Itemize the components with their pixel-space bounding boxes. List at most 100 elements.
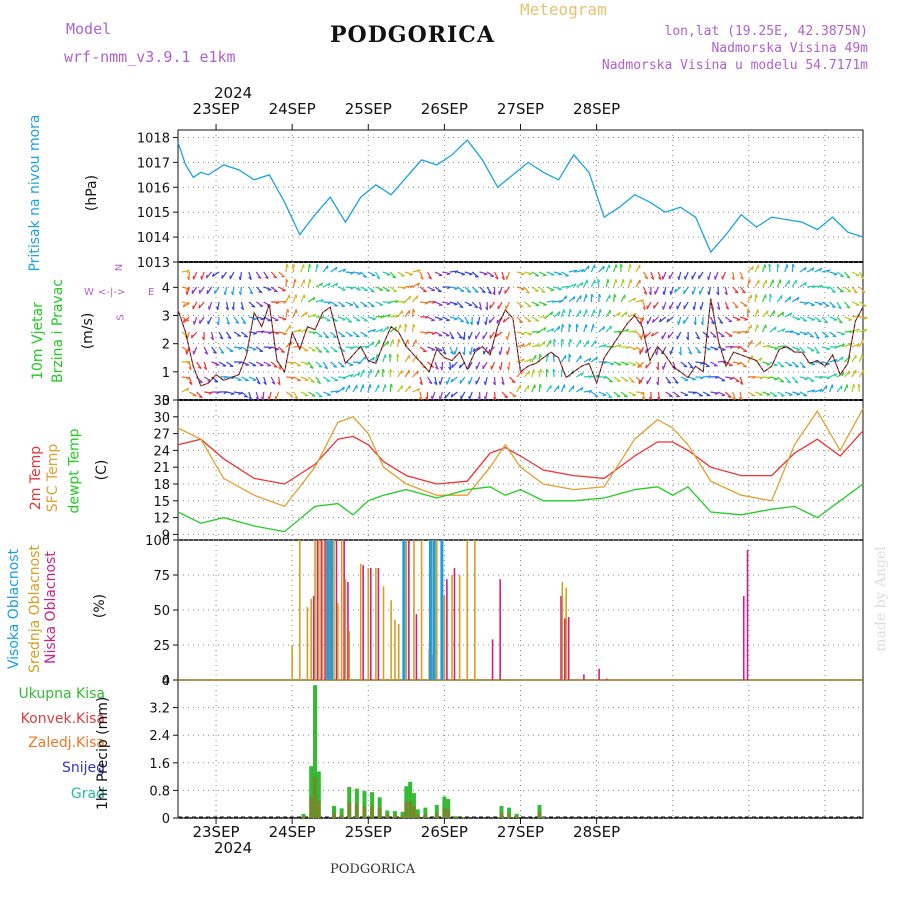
wind-arrow bbox=[388, 353, 391, 363]
wind-arrow-head bbox=[561, 368, 564, 373]
precip-total-bar bbox=[408, 781, 413, 818]
wind-arrow-head bbox=[757, 309, 759, 314]
wind-arrow-head bbox=[295, 309, 298, 314]
wind-arrow bbox=[193, 271, 198, 280]
wind-arrow bbox=[662, 271, 667, 280]
wind-arrow-head bbox=[433, 381, 438, 386]
wind-arrow-head bbox=[804, 333, 808, 336]
wind-arrow-head bbox=[650, 332, 654, 337]
wind-arrow-head bbox=[190, 334, 193, 339]
wind-arrow-head bbox=[474, 275, 479, 278]
wind-arrow-head bbox=[333, 365, 337, 368]
wind-arrow bbox=[300, 264, 305, 273]
wind-arrow bbox=[439, 391, 443, 400]
wind-arrow-head bbox=[398, 338, 401, 343]
wind-arrow-head bbox=[294, 396, 299, 400]
precip-conv-bar bbox=[385, 814, 390, 818]
wind-arrow-head bbox=[372, 356, 375, 361]
day-label-top: 26SEP bbox=[420, 100, 468, 118]
precip-conv-bar bbox=[377, 807, 382, 818]
wind-arrow bbox=[196, 361, 202, 369]
wind-arrow-head bbox=[748, 278, 751, 283]
wind-arrow bbox=[747, 355, 754, 363]
wind-arrow bbox=[538, 286, 546, 294]
wind-arrow-head bbox=[525, 291, 530, 294]
wind-arrow bbox=[278, 300, 287, 303]
wind-arrow bbox=[233, 376, 242, 381]
wind-arrow bbox=[516, 343, 525, 348]
precip-conv-bar bbox=[499, 812, 504, 818]
wind-arrow bbox=[278, 286, 286, 292]
wind-arrow bbox=[256, 316, 265, 320]
wind-arrow bbox=[271, 331, 280, 334]
wind-arrow bbox=[769, 326, 777, 333]
wind-arrow bbox=[225, 331, 232, 339]
wind-arrow bbox=[449, 301, 458, 305]
wind-arrow bbox=[561, 295, 567, 303]
precip-total-bar bbox=[339, 808, 344, 818]
wind-arrow-head bbox=[683, 365, 688, 368]
wind-arrow-head bbox=[677, 321, 680, 325]
wind-arrow bbox=[285, 263, 288, 273]
wind-arrow-head bbox=[186, 361, 191, 364]
wind-arrow bbox=[330, 390, 339, 393]
wind-arrow bbox=[724, 286, 728, 295]
wind-arrow bbox=[389, 271, 397, 279]
wind-arrow bbox=[263, 286, 272, 291]
wind-arrow bbox=[576, 269, 585, 273]
wind-arrow bbox=[568, 295, 576, 303]
wind-arrow-head bbox=[380, 328, 384, 333]
y-tick-label: 30 bbox=[153, 411, 170, 426]
wind-arrow bbox=[777, 391, 785, 397]
wind-arrow bbox=[583, 389, 592, 393]
y-tick-label: 1015 bbox=[137, 206, 170, 221]
wind-arrow bbox=[590, 340, 597, 348]
wind-arrow bbox=[456, 331, 463, 339]
wind-arrow-head bbox=[255, 396, 259, 401]
wind-arrow bbox=[420, 301, 429, 304]
wind-arrow-head bbox=[350, 287, 354, 290]
wind-arrow bbox=[181, 387, 190, 393]
wind-arrow bbox=[397, 338, 400, 348]
wind-arrow bbox=[717, 346, 726, 351]
wind-arrow-head bbox=[501, 276, 505, 281]
wind-arrow bbox=[806, 346, 815, 352]
wind-arrow bbox=[404, 309, 411, 318]
wind-arrow bbox=[345, 316, 353, 323]
wind-arrow bbox=[412, 308, 414, 318]
wind-arrow bbox=[762, 361, 771, 365]
wind-arrow-head bbox=[332, 336, 337, 339]
wind-arrow-head bbox=[521, 273, 525, 276]
wind-arrow bbox=[505, 301, 510, 310]
wind-arrow bbox=[620, 391, 628, 398]
wind-arrow-head bbox=[618, 344, 622, 348]
wind-arrow bbox=[367, 384, 371, 393]
wind-arrow bbox=[211, 331, 214, 340]
wind-arrow bbox=[360, 355, 367, 363]
wind-arrow bbox=[300, 346, 309, 352]
wind-arrow bbox=[665, 391, 673, 397]
wind-arrow-head bbox=[238, 291, 242, 296]
wind-arrow bbox=[691, 271, 697, 280]
wind-arrow bbox=[248, 346, 257, 350]
wind-arrow bbox=[188, 376, 193, 385]
wind-arrow bbox=[653, 301, 659, 309]
precip-conv-bar bbox=[370, 805, 375, 818]
wind-arrow-head bbox=[450, 378, 453, 383]
wind-arrow bbox=[516, 286, 525, 290]
precip-conv-bar bbox=[514, 816, 519, 818]
wind-arrow-head bbox=[603, 344, 607, 348]
wind-arrow bbox=[829, 331, 837, 338]
wind-arrow-head bbox=[485, 306, 488, 311]
wind-arrow bbox=[739, 376, 744, 385]
precip-total-bar bbox=[392, 811, 397, 818]
wind-arrow-head bbox=[766, 393, 771, 396]
wind-arrow bbox=[702, 391, 711, 397]
wind-arrow-head bbox=[342, 386, 345, 391]
wind-arrow bbox=[486, 286, 492, 295]
precip-conv-bar bbox=[332, 812, 337, 818]
wind-arrow bbox=[531, 343, 540, 348]
wind-arrow-head bbox=[804, 378, 808, 381]
wind-arrow bbox=[692, 286, 697, 295]
wind-arrow-head bbox=[781, 311, 785, 316]
